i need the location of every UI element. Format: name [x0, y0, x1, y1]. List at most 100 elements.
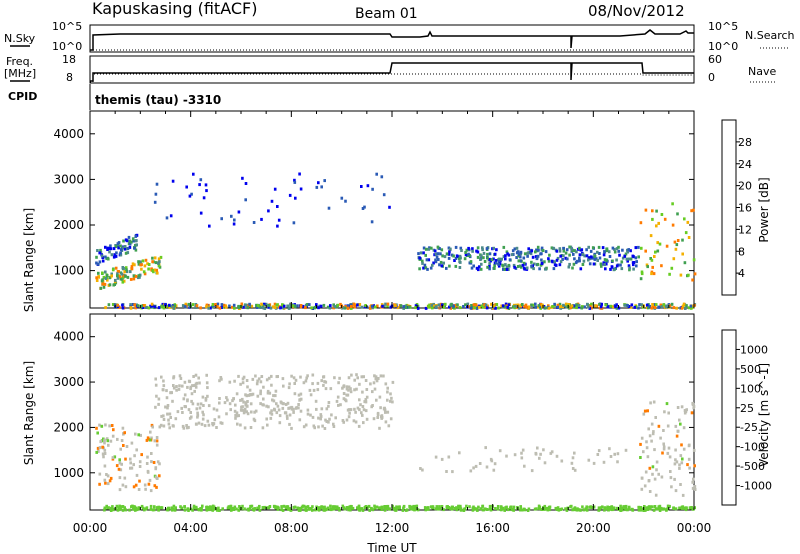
echo-cell	[134, 239, 138, 243]
echo-cell	[142, 270, 146, 274]
echo-cell	[306, 505, 310, 509]
echo-cell	[220, 306, 223, 309]
echo-cell	[262, 385, 265, 389]
echo-cell	[559, 306, 562, 310]
echo-cell	[386, 410, 390, 414]
echo-cell	[673, 240, 677, 244]
echo-cell	[565, 508, 569, 512]
echo-cell	[176, 410, 180, 414]
echo-cell	[668, 504, 671, 508]
echo-cell	[342, 392, 346, 395]
echo-cell	[688, 443, 691, 447]
echo-cell	[629, 305, 633, 309]
echo-cell	[435, 255, 439, 259]
echo-cell	[462, 305, 465, 308]
echo-cell	[655, 468, 658, 472]
echo-cell	[599, 262, 603, 266]
echo-cell	[607, 508, 610, 512]
cpid-label: CPID	[8, 90, 37, 103]
echo-cell	[276, 375, 279, 378]
echo-cell	[578, 258, 581, 262]
echo-cell	[322, 375, 325, 379]
echo-cell	[456, 303, 459, 307]
echo-cell	[595, 257, 598, 261]
colorbar-tick-label: 20	[738, 180, 752, 193]
nsky-panel: N.Sky 10^5 10^0 10^5 10^0 N.Search	[4, 20, 795, 53]
echo-cell	[522, 266, 526, 270]
echo-cell	[486, 256, 489, 260]
echo-cell	[435, 505, 439, 509]
echo-cell	[389, 399, 392, 403]
echo-cell	[380, 508, 384, 511]
echo-cell	[673, 477, 676, 481]
echo-cell	[679, 483, 682, 486]
echo-cell	[613, 248, 616, 251]
echo-cell	[96, 249, 99, 252]
echo-cell	[604, 303, 608, 307]
echo-cell	[497, 260, 501, 264]
echo-cell	[481, 305, 485, 309]
echo-cell	[353, 305, 357, 309]
echo-cell	[319, 304, 323, 308]
echo-cell	[293, 505, 297, 509]
echo-cell	[140, 504, 144, 508]
echo-cell	[661, 451, 664, 455]
echo-cell	[101, 271, 104, 275]
echo-cell	[275, 402, 278, 406]
echo-cell	[270, 374, 273, 378]
echo-cell	[458, 266, 462, 269]
echo-cell	[507, 253, 511, 257]
echo-cell	[162, 418, 166, 421]
echo-cell	[627, 264, 631, 268]
echo-cell	[693, 506, 696, 510]
echo-cell	[617, 249, 620, 253]
echo-cell	[267, 305, 271, 309]
echo-cell	[438, 505, 441, 509]
echo-cell	[137, 274, 141, 278]
echo-cell	[505, 505, 508, 509]
echo-cell	[108, 247, 112, 250]
echo-cell	[120, 505, 123, 509]
echo-cell	[145, 506, 149, 510]
echo-cell	[250, 410, 253, 414]
echo-cell	[123, 476, 127, 480]
echo-cell	[476, 246, 480, 250]
echo-cell	[628, 266, 631, 270]
echo-cell	[615, 264, 619, 268]
echo-cell	[312, 424, 316, 428]
echo-cell	[288, 193, 292, 197]
echo-cell	[96, 446, 100, 450]
echo-cell	[205, 189, 208, 193]
echo-cell	[108, 424, 111, 428]
echo-cell	[260, 302, 263, 306]
echo-cell	[675, 460, 679, 464]
echo-cell	[571, 304, 575, 308]
echo-cell	[615, 247, 619, 251]
echo-cell	[492, 304, 495, 308]
echo-cell	[165, 216, 169, 220]
echo-cell	[365, 395, 369, 399]
echo-cell	[453, 507, 457, 510]
echo-cell	[324, 387, 328, 391]
echo-cell	[288, 382, 291, 386]
echo-cell	[393, 304, 396, 308]
echo-cell	[523, 304, 526, 308]
echo-cell	[347, 508, 350, 512]
echo-cell	[201, 410, 204, 414]
echo-cell	[185, 424, 188, 427]
echo-cell	[516, 265, 520, 268]
echo-cell	[146, 262, 149, 266]
echo-cell	[514, 304, 517, 308]
echo-cell	[359, 507, 363, 511]
echo-cell	[561, 258, 564, 261]
echo-cell	[205, 373, 208, 377]
echo-cell	[262, 403, 265, 407]
echo-cell	[442, 508, 445, 512]
echo-cell	[234, 403, 237, 407]
echo-cell	[157, 505, 160, 509]
echo-cell	[599, 506, 603, 510]
echo-cell	[572, 262, 576, 266]
echo-cell	[247, 304, 250, 308]
echo-cell	[286, 304, 289, 308]
echo-cell	[249, 426, 253, 429]
